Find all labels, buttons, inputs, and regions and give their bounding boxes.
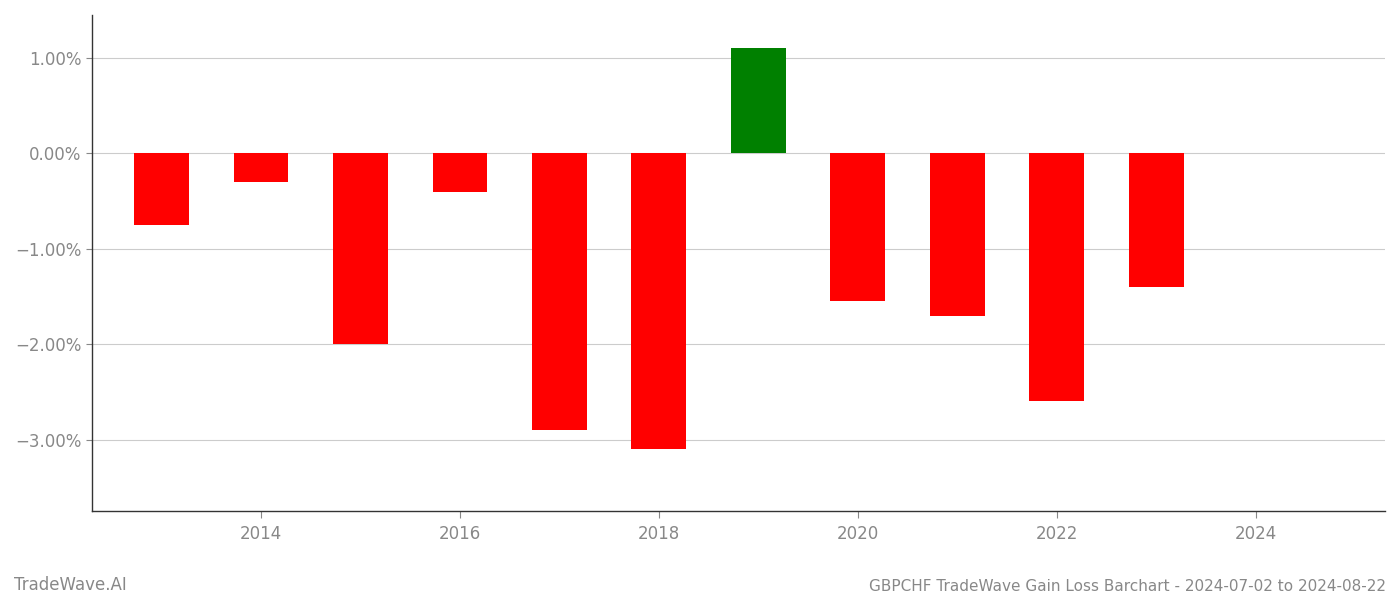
Bar — [1128, 154, 1183, 287]
Bar — [433, 154, 487, 191]
Bar — [333, 154, 388, 344]
Text: GBPCHF TradeWave Gain Loss Barchart - 2024-07-02 to 2024-08-22: GBPCHF TradeWave Gain Loss Barchart - 20… — [869, 579, 1386, 594]
Bar — [830, 154, 885, 301]
Bar — [134, 154, 189, 225]
Bar — [631, 154, 686, 449]
Bar — [532, 154, 587, 430]
Bar — [731, 49, 785, 154]
Bar — [930, 154, 984, 316]
Text: TradeWave.AI: TradeWave.AI — [14, 576, 127, 594]
Bar — [1029, 154, 1084, 401]
Bar — [234, 154, 288, 182]
